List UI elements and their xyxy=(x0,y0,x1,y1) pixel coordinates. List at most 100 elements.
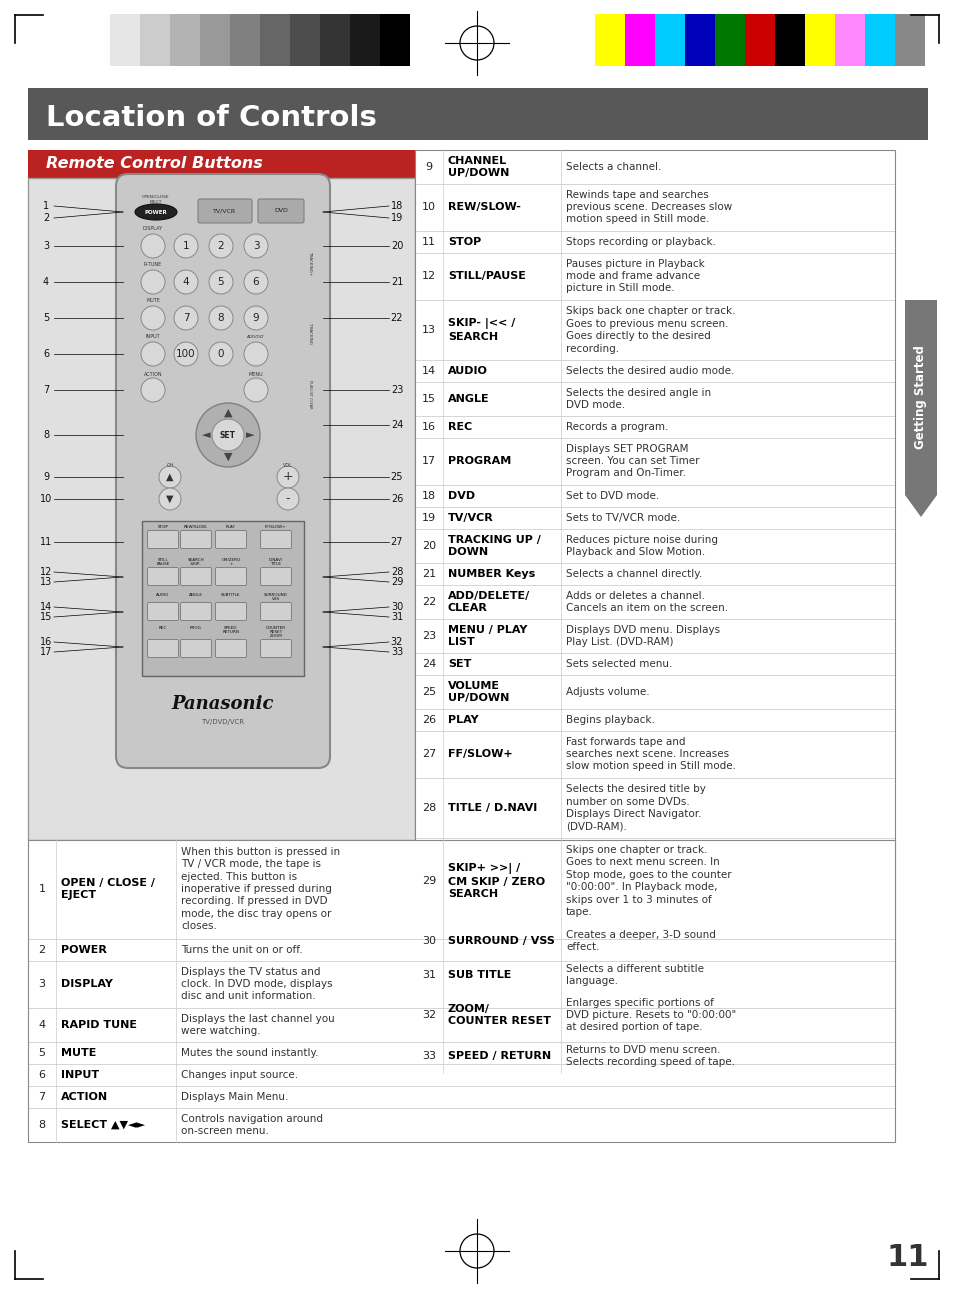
Bar xyxy=(774,14,804,66)
Bar xyxy=(714,14,744,66)
Text: Displays the last channel you
were watching.: Displays the last channel you were watch… xyxy=(181,1013,335,1036)
Text: PROG: PROG xyxy=(190,626,202,630)
Text: 8: 8 xyxy=(217,313,224,324)
Text: AUDIO: AUDIO xyxy=(448,366,487,377)
Bar xyxy=(415,1039,894,1073)
Text: Getting Started: Getting Started xyxy=(914,345,926,449)
Text: 4: 4 xyxy=(43,277,49,287)
Text: SPEED / RETURN: SPEED / RETURN xyxy=(448,1051,551,1061)
Text: 1: 1 xyxy=(43,201,49,211)
Text: TV/VCR: TV/VCR xyxy=(213,208,236,214)
Text: PROGRAM: PROGRAM xyxy=(448,455,511,466)
Text: 33: 33 xyxy=(391,647,403,657)
Circle shape xyxy=(173,305,198,330)
Text: Fast forwards tape and
searches next scene. Increases
slow motion speed in Still: Fast forwards tape and searches next sce… xyxy=(565,736,735,771)
Text: R·TUNE: R·TUNE xyxy=(144,261,162,267)
Text: Selects a channel.: Selects a channel. xyxy=(565,162,660,172)
Circle shape xyxy=(141,342,165,366)
Text: Set to DVD mode.: Set to DVD mode. xyxy=(565,490,659,501)
Text: 13: 13 xyxy=(421,325,436,335)
Text: Displays the TV status and
clock. In DVD mode, displays
disc and unit informatio: Displays the TV status and clock. In DVD… xyxy=(181,967,333,1002)
Bar xyxy=(28,1008,894,1042)
Text: 5: 5 xyxy=(38,1048,46,1058)
Text: RETURN: RETURN xyxy=(222,630,239,634)
Text: 4: 4 xyxy=(38,1020,46,1030)
Text: CHANNEL
UP/DOWN: CHANNEL UP/DOWN xyxy=(448,155,509,179)
Text: 21: 21 xyxy=(391,277,403,287)
Text: REC: REC xyxy=(448,422,472,432)
Text: 20: 20 xyxy=(391,241,403,251)
FancyBboxPatch shape xyxy=(215,639,246,657)
Text: 31: 31 xyxy=(391,612,403,622)
Text: 5: 5 xyxy=(217,277,224,287)
Bar xyxy=(415,924,894,958)
FancyBboxPatch shape xyxy=(180,639,212,657)
Ellipse shape xyxy=(135,204,177,220)
Text: Selects the desired angle in
DVD mode.: Selects the desired angle in DVD mode. xyxy=(565,388,710,410)
Text: NUMBER Keys: NUMBER Keys xyxy=(448,569,535,578)
Bar xyxy=(28,150,415,179)
Bar xyxy=(415,619,894,653)
Text: 27: 27 xyxy=(421,749,436,760)
Text: DISPLAY: DISPLAY xyxy=(143,226,163,232)
FancyBboxPatch shape xyxy=(257,199,304,223)
Text: Displays SET PROGRAM
screen. You can set Timer
Program and On-Timer.: Displays SET PROGRAM screen. You can set… xyxy=(565,444,699,479)
Text: VSS: VSS xyxy=(272,597,280,600)
Text: SET: SET xyxy=(220,431,235,440)
Text: AUDIO: AUDIO xyxy=(156,593,170,597)
Text: 2: 2 xyxy=(43,214,49,223)
Text: TITLE / D.NAVI: TITLE / D.NAVI xyxy=(448,804,537,813)
Text: Mutes the sound instantly.: Mutes the sound instantly. xyxy=(181,1048,318,1058)
Text: SET: SET xyxy=(448,659,471,669)
Text: -: - xyxy=(286,493,290,506)
Text: VOLUME
UP/DOWN: VOLUME UP/DOWN xyxy=(448,681,509,703)
Text: 18: 18 xyxy=(391,201,403,211)
Text: Adds or deletes a channel.
Cancels an item on the screen.: Adds or deletes a channel. Cancels an it… xyxy=(565,591,727,613)
Bar xyxy=(655,14,684,66)
Circle shape xyxy=(141,305,165,330)
Text: 23: 23 xyxy=(421,631,436,641)
Text: 15: 15 xyxy=(40,612,52,622)
Text: 27: 27 xyxy=(391,537,403,547)
Circle shape xyxy=(244,234,268,258)
Text: SEARCH: SEARCH xyxy=(188,558,204,562)
Text: Changes input source.: Changes input source. xyxy=(181,1070,297,1080)
Bar xyxy=(415,437,894,485)
Text: Location of Controls: Location of Controls xyxy=(46,104,376,132)
Text: 7: 7 xyxy=(43,386,49,395)
Circle shape xyxy=(173,270,198,294)
FancyBboxPatch shape xyxy=(260,568,292,585)
FancyBboxPatch shape xyxy=(260,603,292,621)
Text: Selects a channel directly.: Selects a channel directly. xyxy=(565,569,701,578)
Text: 19: 19 xyxy=(391,214,403,223)
FancyBboxPatch shape xyxy=(198,199,252,223)
Bar xyxy=(415,585,894,619)
Text: TRACKING UP /
DOWN: TRACKING UP / DOWN xyxy=(448,534,540,558)
FancyBboxPatch shape xyxy=(180,568,212,585)
Text: 17: 17 xyxy=(40,647,52,657)
FancyBboxPatch shape xyxy=(260,639,292,657)
Circle shape xyxy=(159,488,181,510)
Bar xyxy=(864,14,894,66)
Text: 1: 1 xyxy=(182,241,189,251)
Text: 19: 19 xyxy=(421,512,436,523)
Text: 10: 10 xyxy=(40,494,52,503)
Bar xyxy=(28,179,415,840)
Bar xyxy=(28,840,894,939)
Text: 23: 23 xyxy=(391,386,403,395)
Text: PLAY: PLAY xyxy=(448,716,478,725)
Text: ACTION: ACTION xyxy=(144,371,162,377)
FancyBboxPatch shape xyxy=(148,639,178,657)
Text: Returns to DVD menu screen.
Selects recording speed of tape.: Returns to DVD menu screen. Selects reco… xyxy=(565,1044,734,1068)
Text: 30: 30 xyxy=(421,936,436,946)
FancyBboxPatch shape xyxy=(215,603,246,621)
Circle shape xyxy=(173,234,198,258)
Text: 26: 26 xyxy=(421,716,436,725)
Circle shape xyxy=(212,419,244,452)
Text: 28: 28 xyxy=(391,567,403,577)
Bar xyxy=(804,14,834,66)
Text: 25: 25 xyxy=(421,687,436,697)
Text: 29: 29 xyxy=(391,577,403,587)
Text: INPUT: INPUT xyxy=(146,334,160,339)
Text: 21: 21 xyxy=(421,569,436,578)
